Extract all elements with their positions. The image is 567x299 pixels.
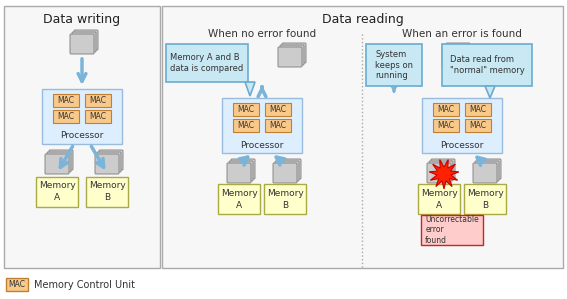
FancyBboxPatch shape <box>70 34 94 54</box>
Text: MAC: MAC <box>57 112 74 121</box>
Text: A: A <box>54 193 60 202</box>
FancyBboxPatch shape <box>477 159 501 179</box>
Text: Processor: Processor <box>441 141 484 150</box>
Text: A: A <box>236 201 242 210</box>
FancyBboxPatch shape <box>427 163 451 183</box>
Bar <box>53 94 79 107</box>
Bar <box>4 6 160 268</box>
FancyBboxPatch shape <box>227 163 251 183</box>
Text: Data read from
"normal" memory: Data read from "normal" memory <box>450 55 524 75</box>
Bar <box>366 44 422 86</box>
Bar <box>233 119 259 132</box>
Text: MAC: MAC <box>9 280 26 289</box>
Bar <box>233 103 259 116</box>
FancyBboxPatch shape <box>229 161 253 181</box>
Text: B: B <box>482 201 488 210</box>
Bar <box>166 44 248 82</box>
Bar <box>418 184 460 214</box>
Text: Memory: Memory <box>88 181 125 190</box>
Text: MAC: MAC <box>438 105 455 114</box>
FancyBboxPatch shape <box>475 161 499 181</box>
Polygon shape <box>485 86 495 98</box>
FancyBboxPatch shape <box>277 159 301 179</box>
Text: B: B <box>104 193 110 202</box>
FancyBboxPatch shape <box>97 152 121 172</box>
Polygon shape <box>429 160 459 189</box>
Text: Memory: Memory <box>467 188 503 198</box>
FancyBboxPatch shape <box>280 45 304 65</box>
Text: MAC: MAC <box>269 105 286 114</box>
Bar <box>86 177 128 207</box>
FancyBboxPatch shape <box>444 45 468 65</box>
Text: Data reading: Data reading <box>321 13 403 27</box>
Text: MAC: MAC <box>238 121 255 130</box>
Bar <box>36 177 78 207</box>
Text: B: B <box>282 201 288 210</box>
Text: MAC: MAC <box>57 96 74 105</box>
Bar <box>222 98 302 153</box>
FancyBboxPatch shape <box>446 43 470 63</box>
Text: Processor: Processor <box>60 132 104 141</box>
FancyBboxPatch shape <box>231 159 255 179</box>
Bar <box>264 184 306 214</box>
Bar <box>433 103 459 116</box>
Text: A: A <box>436 201 442 210</box>
Bar <box>85 110 111 123</box>
FancyBboxPatch shape <box>429 161 453 181</box>
FancyBboxPatch shape <box>275 161 299 181</box>
Bar <box>442 44 532 86</box>
Text: Uncorrectable
error
found: Uncorrectable error found <box>425 215 479 245</box>
Text: MAC: MAC <box>469 121 486 130</box>
Text: Memory: Memory <box>266 188 303 198</box>
FancyBboxPatch shape <box>282 43 306 63</box>
Bar <box>465 103 491 116</box>
FancyBboxPatch shape <box>74 30 98 50</box>
Bar <box>162 6 563 268</box>
Text: System
keeps on
running: System keeps on running <box>375 50 413 80</box>
Text: Memory A and B
data is compared: Memory A and B data is compared <box>170 53 244 73</box>
Bar <box>6 278 28 291</box>
Bar <box>42 89 122 144</box>
Text: MAC: MAC <box>90 112 107 121</box>
Text: Memory: Memory <box>39 181 75 190</box>
Text: MAC: MAC <box>269 121 286 130</box>
FancyBboxPatch shape <box>278 47 302 67</box>
FancyBboxPatch shape <box>49 150 73 170</box>
Bar <box>218 184 260 214</box>
Text: When an error is found: When an error is found <box>402 29 522 39</box>
FancyBboxPatch shape <box>45 154 69 174</box>
Text: MAC: MAC <box>238 105 255 114</box>
FancyBboxPatch shape <box>47 152 71 172</box>
FancyBboxPatch shape <box>473 163 497 183</box>
Bar <box>265 119 291 132</box>
Bar <box>464 184 506 214</box>
FancyBboxPatch shape <box>99 150 123 170</box>
Text: Memory: Memory <box>221 188 257 198</box>
FancyBboxPatch shape <box>442 47 466 67</box>
Bar <box>421 215 483 245</box>
Bar <box>265 103 291 116</box>
Text: Memory Control Unit: Memory Control Unit <box>34 280 135 289</box>
Bar <box>422 98 502 153</box>
Bar <box>465 119 491 132</box>
Text: MAC: MAC <box>90 96 107 105</box>
Text: Data writing: Data writing <box>44 13 121 27</box>
FancyBboxPatch shape <box>273 163 297 183</box>
Bar <box>85 94 111 107</box>
Text: When no error found: When no error found <box>208 29 316 39</box>
Bar <box>53 110 79 123</box>
Text: Memory: Memory <box>421 188 458 198</box>
Polygon shape <box>245 82 255 96</box>
Bar <box>433 119 459 132</box>
FancyBboxPatch shape <box>431 159 455 179</box>
Text: Processor: Processor <box>240 141 284 150</box>
Text: MAC: MAC <box>438 121 455 130</box>
FancyBboxPatch shape <box>72 32 96 52</box>
Text: MAC: MAC <box>469 105 486 114</box>
FancyBboxPatch shape <box>95 154 119 174</box>
